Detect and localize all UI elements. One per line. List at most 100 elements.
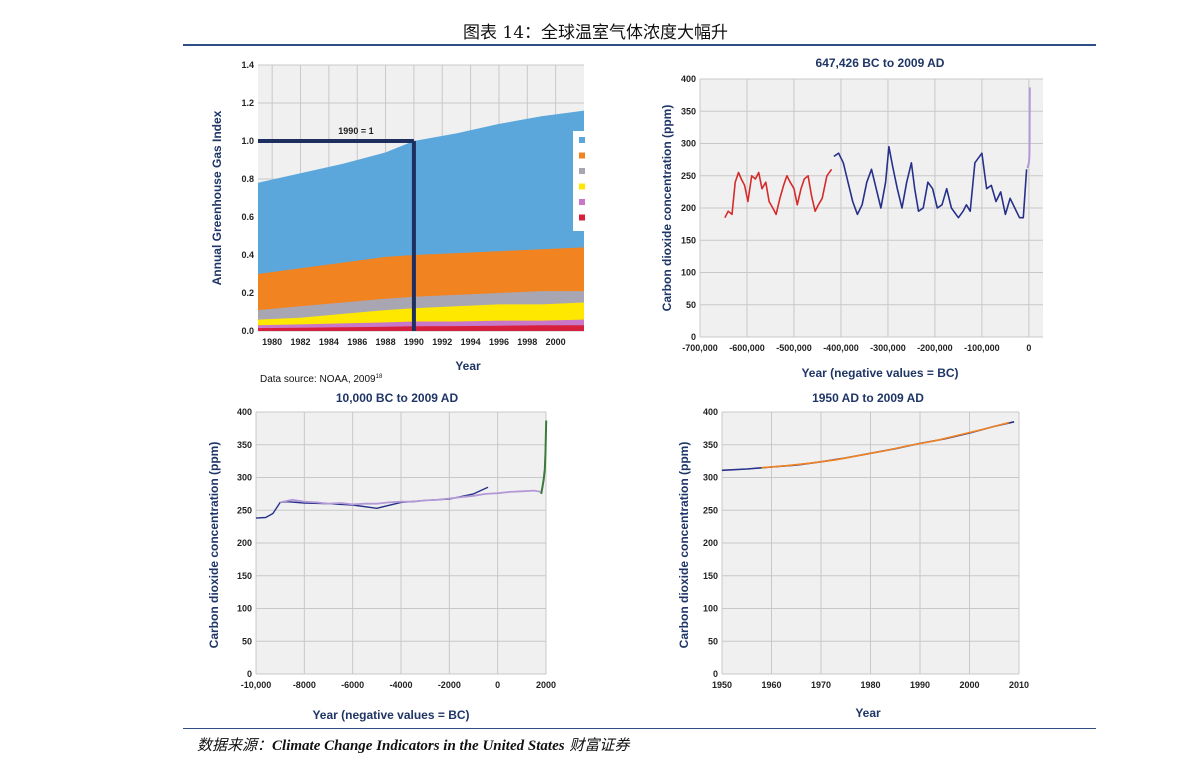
x-axis-label: Year (negative values = BC) — [312, 708, 469, 722]
y-tick-label: 350 — [237, 440, 252, 450]
x-tick-label: 1984 — [319, 337, 339, 347]
source-suffix: 财富证券 — [564, 736, 630, 754]
y-tick-label: 150 — [681, 235, 696, 245]
legend-swatch — [579, 199, 585, 205]
x-tick-label: 1980 — [860, 680, 880, 690]
x-tick-label: -400,000 — [823, 343, 859, 353]
stacked-area — [258, 325, 584, 331]
x-tick-label: -10,000 — [241, 680, 272, 690]
chart-title: 647,426 BC to 2009 AD — [816, 56, 945, 70]
co2-1950-chart: 1950 AD to 2009 AD 1950 1960 1970 1980 1990 2… — [677, 391, 1029, 720]
figure-caption: 图表 14：全球温室气体浓度大幅升 — [462, 23, 729, 43]
greenhouse-index-chart: 1990 = 1 1980 1982 1984 1986 1988 1990 1992 199… — [210, 60, 587, 385]
co2-647k-chart: 647,426 BC to 2009 AD -700,000 -600,000 -5… — [660, 56, 1043, 380]
y-tick-label: 0.8 — [241, 174, 254, 184]
co2-series-line — [724, 168, 833, 219]
y-axis-label: Annual Greenhouse Gas Index — [210, 110, 224, 285]
chart-title: 1950 AD to 2009 AD — [812, 391, 924, 405]
x-tick-label: -6000 — [341, 680, 364, 690]
y-tick-label: 400 — [703, 407, 718, 417]
x-tick-label: -8000 — [293, 680, 316, 690]
y-tick-label: 200 — [681, 203, 696, 213]
y-tick-label: 100 — [237, 604, 252, 614]
source-title: Climate Change Indicators in the United … — [272, 738, 565, 754]
x-tick-label: -100,000 — [964, 343, 1000, 353]
x-tick-label: 2010 — [1009, 680, 1029, 690]
x-tick-label: 1988 — [376, 337, 396, 347]
x-axis-label: Year — [455, 359, 481, 373]
reference-annotation: 1990 = 1 — [338, 126, 373, 136]
legend-swatch — [579, 214, 585, 221]
y-tick-label: 200 — [237, 538, 252, 548]
y-axis-label: Carbon dioxide concentration (ppm) — [660, 105, 674, 312]
x-tick-label: 1950 — [712, 680, 732, 690]
x-tick-label: -600,000 — [729, 343, 765, 353]
y-tick-label: 0.0 — [241, 326, 254, 336]
x-tick-label: -200,000 — [917, 343, 953, 353]
legend-swatches — [573, 131, 587, 231]
legend-swatch — [579, 168, 585, 174]
y-axis-label: Carbon dioxide concentration (ppm) — [677, 442, 691, 649]
co2-series-line — [761, 421, 1010, 469]
x-tick-label: -700,000 — [682, 343, 718, 353]
x-tick-label: 1980 — [262, 337, 282, 347]
x-axis-label: Year (negative values = BC) — [801, 366, 958, 380]
x-tick-label: -2000 — [438, 680, 461, 690]
x-tick-label: 1996 — [489, 337, 509, 347]
y-tick-label: 1.4 — [241, 60, 254, 70]
x-tick-label: 1986 — [347, 337, 367, 347]
co2-series-line — [833, 145, 1028, 219]
y-tick-label: 300 — [681, 139, 696, 149]
y-tick-label: 0.4 — [241, 250, 254, 260]
y-tick-label: 50 — [708, 636, 718, 646]
y-tick-label: 0 — [713, 669, 718, 679]
x-tick-label: -4000 — [389, 680, 412, 690]
x-tick-label: 1992 — [432, 337, 452, 347]
data-source-note: Data source: NOAA, 200918 — [260, 374, 383, 385]
y-tick-label: 300 — [703, 473, 718, 483]
x-tick-label: 2000 — [959, 680, 979, 690]
x-tick-label: 1998 — [517, 337, 537, 347]
y-tick-label: 400 — [237, 407, 252, 417]
y-tick-label: 1.0 — [241, 136, 254, 146]
x-tick-label: 1960 — [761, 680, 781, 690]
y-tick-label: 350 — [681, 106, 696, 116]
y-tick-label: 1.2 — [241, 98, 254, 108]
y-tick-label: 350 — [703, 440, 718, 450]
source-line: 数据来源：Climate Change Indicators in the Un… — [197, 734, 629, 755]
legend-swatch — [579, 183, 585, 190]
co2-series-line — [1026, 87, 1031, 169]
y-tick-label: 0 — [691, 332, 696, 342]
x-tick-label: 2000 — [536, 680, 556, 690]
y-tick-label: 300 — [237, 473, 252, 483]
x-tick-label: 1990 — [910, 680, 930, 690]
x-tick-label: 1990 — [404, 337, 424, 347]
x-tick-label: -500,000 — [776, 343, 812, 353]
bottom-rule — [183, 728, 1096, 729]
co2-series-line — [540, 420, 548, 495]
x-tick-label: 1970 — [811, 680, 831, 690]
y-tick-label: 250 — [237, 505, 252, 515]
x-tick-label: 0 — [495, 680, 500, 690]
legend-swatch — [579, 152, 585, 159]
y-axis-label: Carbon dioxide concentration (ppm) — [207, 442, 221, 649]
y-tick-label: 200 — [703, 538, 718, 548]
y-tick-label: 400 — [681, 74, 696, 84]
y-tick-label: 150 — [237, 571, 252, 581]
y-tick-label: 250 — [703, 505, 718, 515]
y-tick-label: 50 — [686, 300, 696, 310]
y-tick-label: 100 — [703, 604, 718, 614]
x-tick-label: -300,000 — [870, 343, 906, 353]
y-tick-label: 250 — [681, 171, 696, 181]
y-tick-label: 0.6 — [241, 212, 254, 222]
top-rule — [183, 44, 1096, 46]
x-tick-label: 1994 — [461, 337, 481, 347]
chart-title: 10,000 BC to 2009 AD — [336, 391, 459, 405]
x-tick-label: 2000 — [546, 337, 566, 347]
y-tick-label: 0 — [247, 669, 252, 679]
x-tick-label: 0 — [1026, 343, 1031, 353]
y-tick-label: 50 — [242, 636, 252, 646]
y-tick-label: 0.2 — [241, 288, 254, 298]
x-axis-label: Year — [855, 706, 881, 720]
y-tick-label: 100 — [681, 268, 696, 278]
